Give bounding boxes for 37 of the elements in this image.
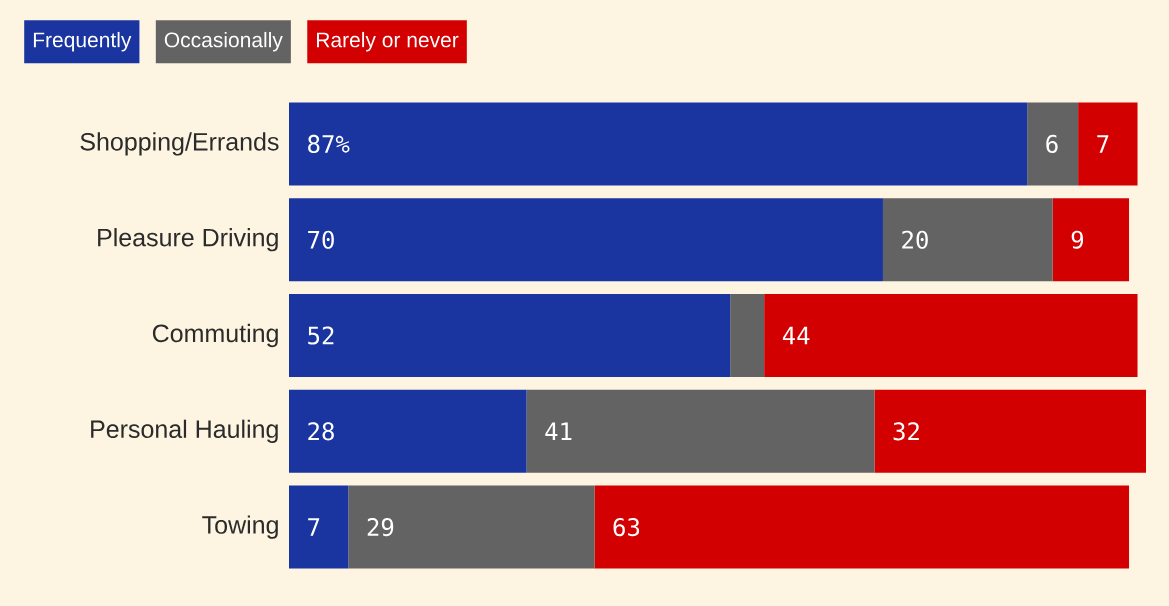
bar [289, 389, 527, 473]
y-tick-label: Commuting [152, 323, 278, 348]
bar [1027, 102, 1079, 186]
y-tick-label: Shopping/Errands [80, 132, 279, 156]
data-label: 29 [367, 518, 394, 537]
y-tick-label: Pleasure Driving [98, 228, 278, 252]
data-label: 9 [1071, 230, 1084, 249]
bar [1078, 102, 1138, 186]
data-label: 87% [308, 134, 350, 153]
bar [764, 294, 1138, 378]
bar [289, 102, 1028, 186]
data-label: 7 [1097, 135, 1109, 153]
data-label: 41 [545, 422, 572, 441]
data-label: 70 [308, 230, 334, 249]
data-label: 32 [893, 422, 919, 441]
bar [1052, 198, 1130, 282]
bar [594, 485, 1130, 569]
y-tick-label: Towing [202, 515, 278, 539]
bar [882, 198, 1053, 282]
bar [289, 198, 883, 282]
bar [289, 485, 349, 569]
bar [348, 485, 595, 569]
data-label: 6 [1046, 134, 1058, 153]
data-label: 52 [308, 326, 334, 345]
bar [526, 389, 875, 473]
data-label: 44 [782, 326, 810, 345]
text: Occasionally [164, 31, 283, 52]
bar [289, 294, 731, 378]
text: Rarely or never [317, 31, 459, 52]
data-label: 20 [902, 230, 928, 249]
data-label: 63 [613, 518, 640, 537]
bar [874, 389, 1147, 473]
y-tick-label: Personal Hauling [91, 419, 278, 443]
data-label: 28 [308, 422, 334, 441]
data-label: 7 [308, 518, 320, 536]
text: Frequently [33, 31, 132, 52]
bar [730, 294, 765, 378]
